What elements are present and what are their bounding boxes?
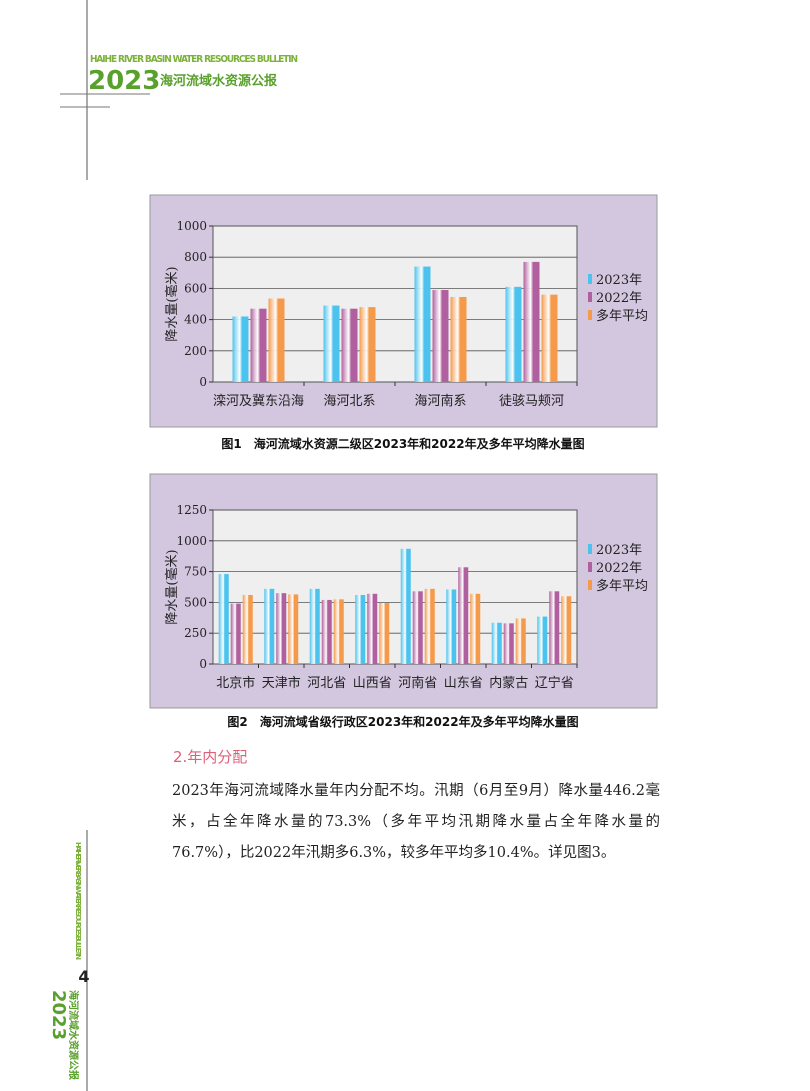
bar [288,594,299,664]
header-english: HAIHE RIVER BASIN WATER RESOURCES BULLET… [90,54,298,65]
bar [341,308,358,382]
legend-label: 2023年 [596,273,642,288]
legend-swatch [588,580,592,590]
y-tick-label: 200 [184,344,207,358]
paragraph: 2023年海河流域降水量年内分配不均。汛期（6月至9月）降水量446.2毫米，占… [172,783,660,861]
bar [491,622,502,664]
bar [561,596,572,664]
legend-label: 2023年 [596,543,642,558]
bar [268,298,285,382]
y-tick-label: 400 [184,313,207,327]
x-tick-label: 山东省 [444,676,483,691]
x-tick-label: 河北省 [307,676,346,691]
x-tick-label: 徒骇马颊河 [499,393,564,409]
y-tick-label: 250 [184,626,207,640]
header-year: 2023 [88,66,160,96]
bar [250,308,267,382]
header-chinese: 海河流域水资源公报 [160,73,278,89]
x-tick-label: 滦河及冀东沿海 [213,393,304,409]
bar [458,567,469,664]
x-tick-label: 内蒙古 [489,675,528,691]
bar [379,603,390,664]
bar [218,574,229,664]
y-tick-label: 0 [199,657,207,671]
bar [537,616,548,664]
legend-label: 多年平均 [596,308,648,324]
figure-caption: 图2 海河流域省级行政区2023年和2022年及多年平均降水量图 [227,714,578,729]
bar [367,593,378,664]
x-tick-label: 河南省 [398,675,437,691]
y-axis-label: 降水量(毫米) [164,549,180,624]
legend-label: 2022年 [596,561,642,576]
bar [515,618,526,664]
y-tick-label: 800 [184,250,207,264]
side-year: 2023 [48,990,69,1040]
bar [446,589,457,664]
x-tick-label: 天津市 [262,675,301,691]
bar [321,599,332,664]
y-tick-label: 0 [199,375,207,389]
side-english: HAIHE RIVER BASIN WATER RESOURCES BULLET… [74,842,82,960]
figure-caption: 图1 海河流域水资源二级区2023年和2022年及多年平均降水量图 [221,436,584,451]
bar [359,307,376,382]
bar [242,595,253,664]
bar [309,588,320,664]
y-axis-label: 降水量(毫米) [164,266,180,341]
legend-swatch [588,562,592,572]
legend-swatch [588,310,592,320]
bar [264,588,275,664]
bar [400,548,411,664]
bar [230,603,241,664]
bar [470,593,481,664]
bar [541,294,558,382]
x-tick-label: 山西省 [353,676,392,691]
bar [323,305,340,382]
bar [432,289,449,382]
bar [414,266,431,382]
bar [232,316,249,382]
bar [355,595,366,664]
legend-swatch [588,292,592,302]
bar [503,623,514,664]
x-tick-label: 北京市 [216,675,255,691]
plot-area [212,225,578,383]
y-tick-label: 600 [184,281,207,295]
bar [450,296,467,382]
page-number: 4 [78,967,89,986]
chart: 0 250 500 750 1000 1250 降水量(毫米) 北京市 天津市 河北省 山西省 河南省… [149,473,658,729]
chart: 0 200 400 600 800 1000 降水量(毫米) 滦河及冀东沿海 海河北系 海河南系 徒… [149,194,658,451]
y-tick-label: 500 [184,595,207,609]
y-tick-label: 1000 [176,534,207,548]
x-tick-label: 海河北系 [323,394,375,409]
y-tick-label: 1250 [176,503,207,517]
legend-swatch [588,274,592,284]
bar [412,591,423,664]
bar [424,588,435,664]
x-tick-label: 辽宁省 [535,675,574,691]
bar [505,286,522,382]
legend-label: 多年平均 [596,578,648,594]
side-chinese: 海河流域水资源公报 [67,990,80,1080]
x-tick-label: 海河南系 [414,393,466,409]
bar [523,261,540,382]
y-tick-label: 750 [184,565,207,579]
legend-swatch [588,544,592,554]
y-tick-label: 1000 [176,219,207,233]
section-heading: 2.年内分配 [173,748,248,766]
legend-label: 2022年 [596,291,642,306]
bar [333,599,344,664]
bar [276,593,287,664]
bar [549,591,560,664]
